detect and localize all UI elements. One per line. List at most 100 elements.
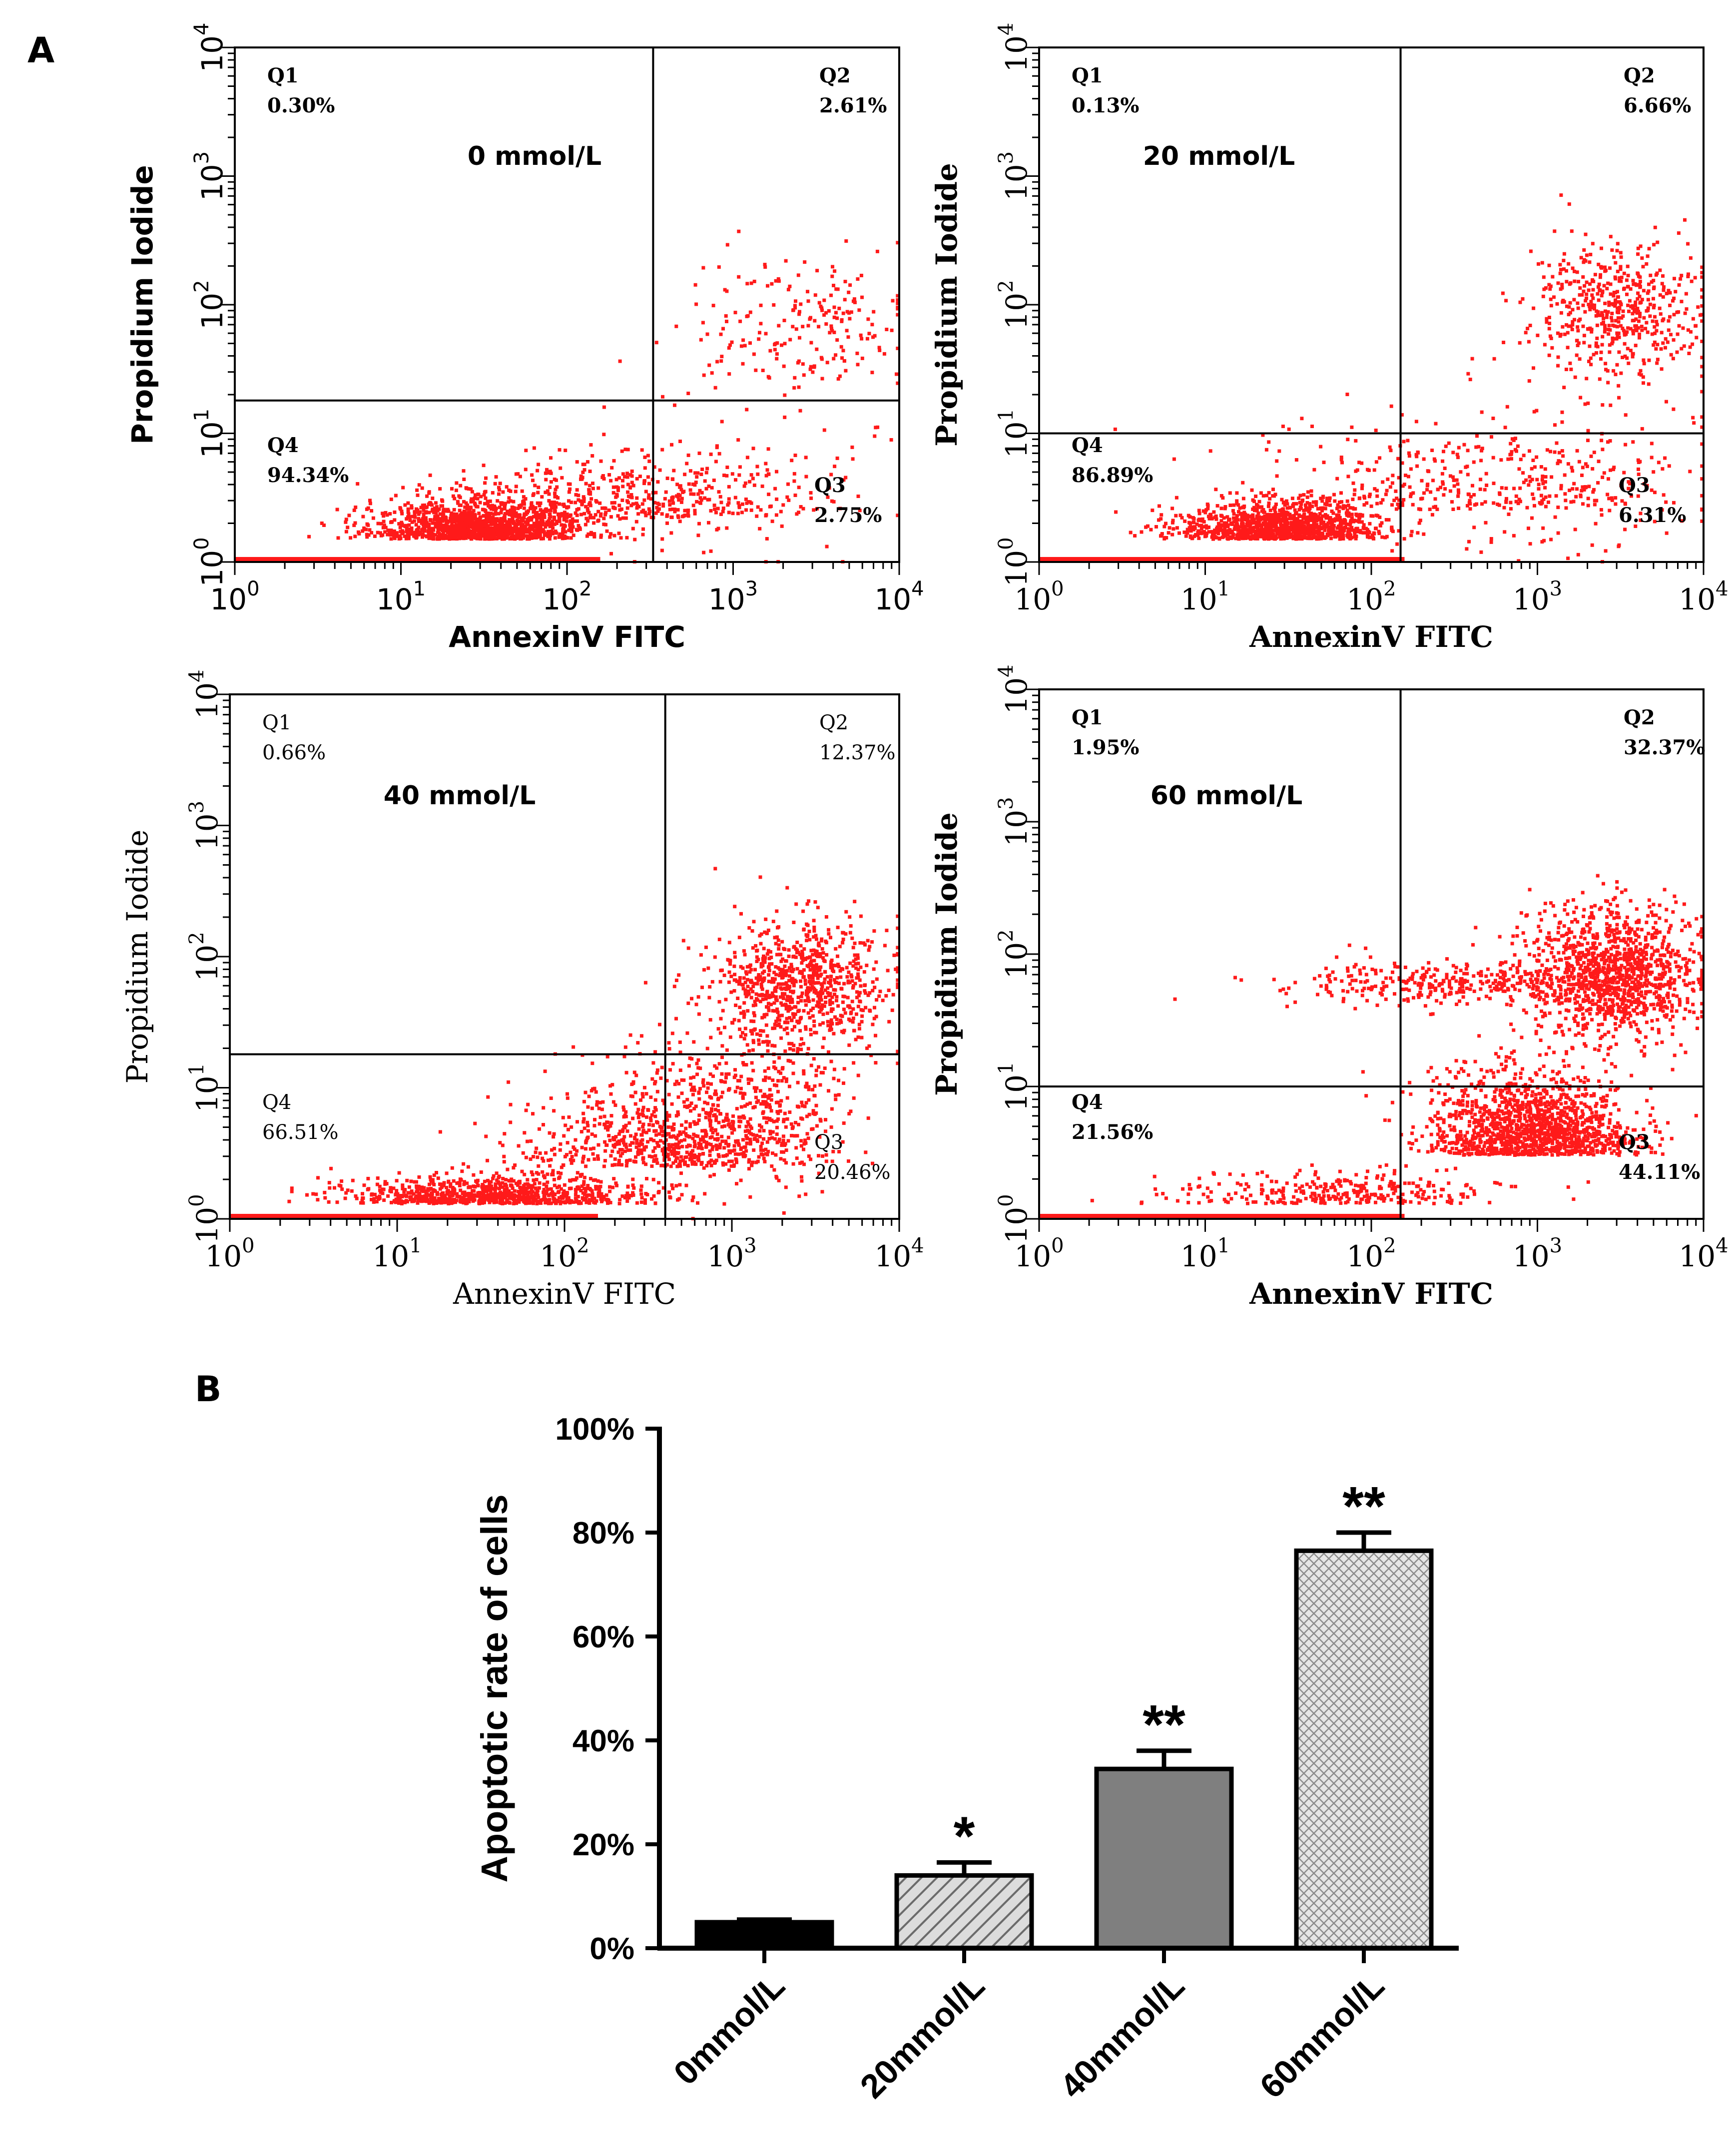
event-point [1596, 285, 1600, 289]
event-point [1631, 332, 1635, 336]
event-point [875, 249, 879, 253]
event-point [847, 290, 851, 294]
event-point [1607, 497, 1611, 501]
event-point [1287, 513, 1290, 517]
event-point [695, 500, 699, 504]
event-point [1491, 417, 1495, 420]
event-point [1309, 513, 1313, 517]
event-point [1613, 324, 1617, 328]
y-tick-label: 100 [190, 537, 229, 586]
event-point [1267, 440, 1271, 444]
event-point [427, 525, 431, 529]
event-point [573, 519, 576, 523]
event-point [557, 1196, 561, 1200]
event-point [1241, 505, 1245, 509]
event-point [473, 493, 477, 497]
event-point [830, 329, 834, 333]
event-point [1586, 401, 1590, 405]
event-point [631, 1193, 635, 1197]
x-tick-label: 102 [1346, 577, 1396, 616]
event-point [1352, 493, 1356, 497]
event-point [746, 500, 750, 504]
event-point [1305, 495, 1309, 499]
event-point [431, 521, 435, 525]
event-point [552, 1177, 556, 1181]
event-point [1490, 435, 1493, 439]
x-tick-label: 101 [1180, 577, 1230, 616]
event-point [1297, 496, 1301, 500]
event-point [1605, 315, 1609, 319]
event-point [1639, 244, 1643, 248]
event-point [1645, 484, 1649, 488]
event-point [1216, 532, 1220, 535]
event-point [1235, 514, 1239, 518]
event-point [1452, 484, 1456, 488]
event-point [1350, 517, 1354, 521]
event-point [1319, 527, 1323, 531]
event-point [389, 1190, 393, 1193]
event-point [504, 536, 508, 540]
event-point [1669, 333, 1673, 337]
event-point [568, 515, 572, 519]
event-point [1245, 517, 1249, 521]
event-point [1305, 516, 1309, 520]
event-point [1346, 475, 1350, 479]
event-point [1205, 526, 1209, 530]
event-point [770, 520, 774, 524]
event-point [644, 490, 648, 494]
event-point [1501, 291, 1505, 295]
event-point [544, 478, 548, 482]
event-point [896, 346, 900, 350]
event-point [1636, 326, 1640, 330]
event-point [452, 524, 456, 528]
event-point [1469, 495, 1473, 499]
event-point [1647, 289, 1651, 293]
event-point [1617, 335, 1621, 339]
event-point [1232, 520, 1236, 524]
event-point [1294, 523, 1298, 527]
event-point [515, 535, 519, 538]
event-point [830, 274, 834, 278]
event-point [1262, 537, 1266, 541]
event-point [354, 1194, 358, 1198]
event-point [539, 501, 543, 505]
event-point [649, 516, 653, 520]
event-point [1660, 508, 1664, 512]
event-point [610, 501, 614, 505]
event-point [1542, 275, 1546, 279]
event-point [538, 515, 542, 519]
event-point [1450, 500, 1454, 504]
event-point [1691, 317, 1695, 321]
event-point [780, 524, 784, 528]
event-point [507, 500, 511, 504]
event-point [719, 359, 723, 363]
event-point [1467, 493, 1471, 497]
event-point [1321, 495, 1325, 499]
event-point [1350, 526, 1354, 530]
event-point [445, 524, 449, 528]
event-point [349, 536, 353, 540]
event-point [1234, 526, 1238, 530]
x-tick-label: 100 [1014, 577, 1064, 616]
event-point [1576, 329, 1580, 333]
event-point [1700, 271, 1704, 275]
event-point [832, 330, 836, 334]
event-point [1604, 362, 1608, 366]
event-point [502, 516, 506, 520]
event-point [1349, 534, 1352, 537]
event-point [1660, 367, 1664, 371]
event-point [1328, 518, 1332, 522]
event-point [1665, 400, 1668, 404]
event-point [738, 319, 742, 323]
event-point [428, 527, 432, 531]
event-point [1207, 530, 1211, 534]
event-point [678, 520, 682, 524]
event-point [493, 512, 497, 516]
event-point [1598, 377, 1602, 381]
event-point [471, 526, 475, 529]
event-point [565, 505, 569, 509]
quadrant-percent-q2: 6.66% [1624, 94, 1691, 117]
event-point [1370, 533, 1374, 537]
event-point [1362, 523, 1366, 527]
event-point [1315, 523, 1319, 527]
